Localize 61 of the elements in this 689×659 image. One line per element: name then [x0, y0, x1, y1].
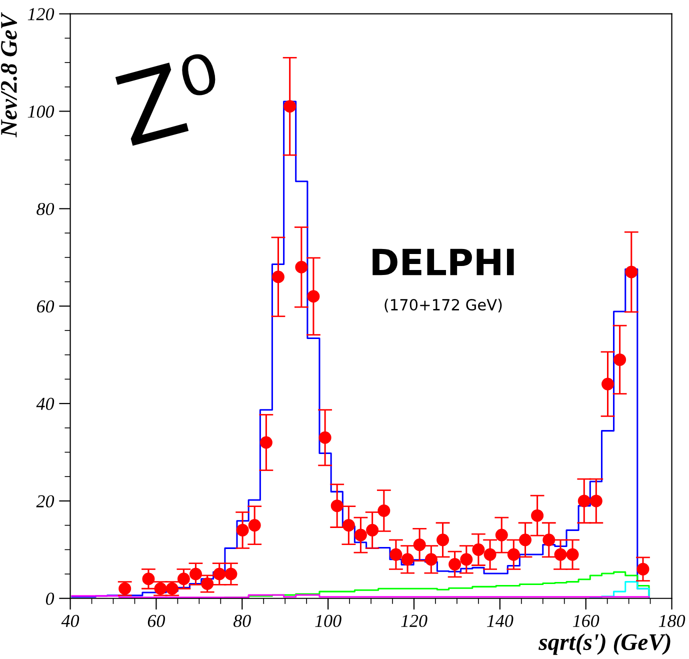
annotation: (170+172 GeV) — [384, 298, 502, 312]
x-tick-label: 160 — [572, 614, 600, 628]
point — [602, 378, 614, 390]
point — [460, 553, 473, 566]
point — [472, 543, 485, 556]
point — [531, 509, 544, 522]
point — [201, 578, 214, 590]
point — [614, 353, 626, 366]
point — [189, 568, 202, 580]
point — [519, 534, 532, 546]
y-axis-title: Nev/2.8 GeV — [0, 12, 17, 138]
point — [224, 568, 238, 580]
x-axis-title: sqrt(s') (GeV) — [538, 633, 670, 655]
point — [307, 290, 320, 303]
point — [495, 528, 508, 542]
point — [213, 568, 226, 580]
y-tick-label: 20 — [36, 495, 54, 508]
point — [378, 504, 390, 517]
x-tick-label: 40 — [61, 614, 80, 628]
point — [260, 436, 272, 449]
point — [554, 548, 567, 561]
point — [625, 266, 638, 278]
point — [177, 572, 190, 586]
point — [590, 494, 602, 508]
point — [236, 524, 249, 536]
point — [142, 572, 155, 586]
point — [366, 524, 379, 536]
point — [330, 500, 344, 512]
point — [390, 548, 402, 561]
x-tick-label: 80 — [233, 614, 251, 628]
point — [542, 534, 556, 546]
y-tick-label: 60 — [36, 300, 54, 313]
x-tick-label: 140 — [487, 614, 514, 628]
y-tick-label: 0 — [46, 592, 54, 605]
x-tick-label: 60 — [148, 614, 166, 628]
x-tick-label: 180 — [658, 614, 686, 628]
point — [295, 260, 308, 274]
point — [507, 548, 520, 561]
point — [436, 534, 450, 546]
annotation: Z⁰ — [114, 50, 228, 146]
point — [578, 494, 590, 508]
point — [284, 100, 296, 113]
y-tick-label: 80 — [36, 202, 54, 216]
y-tick-label: 40 — [36, 398, 54, 410]
x-tick-label: 120 — [401, 614, 428, 628]
point — [401, 553, 414, 566]
x-tick-label: 100 — [315, 614, 342, 628]
point — [484, 548, 496, 561]
annotation: DELPHI — [372, 248, 514, 276]
point — [636, 562, 650, 576]
point — [248, 519, 261, 532]
point — [354, 528, 367, 542]
point — [272, 270, 284, 284]
point — [413, 538, 426, 552]
y-tick-label: 100 — [28, 106, 54, 118]
y-tick-label: 120 — [28, 8, 54, 20]
point — [566, 548, 579, 561]
point — [342, 519, 355, 532]
point — [318, 431, 332, 444]
point — [448, 558, 462, 571]
point — [424, 553, 438, 566]
